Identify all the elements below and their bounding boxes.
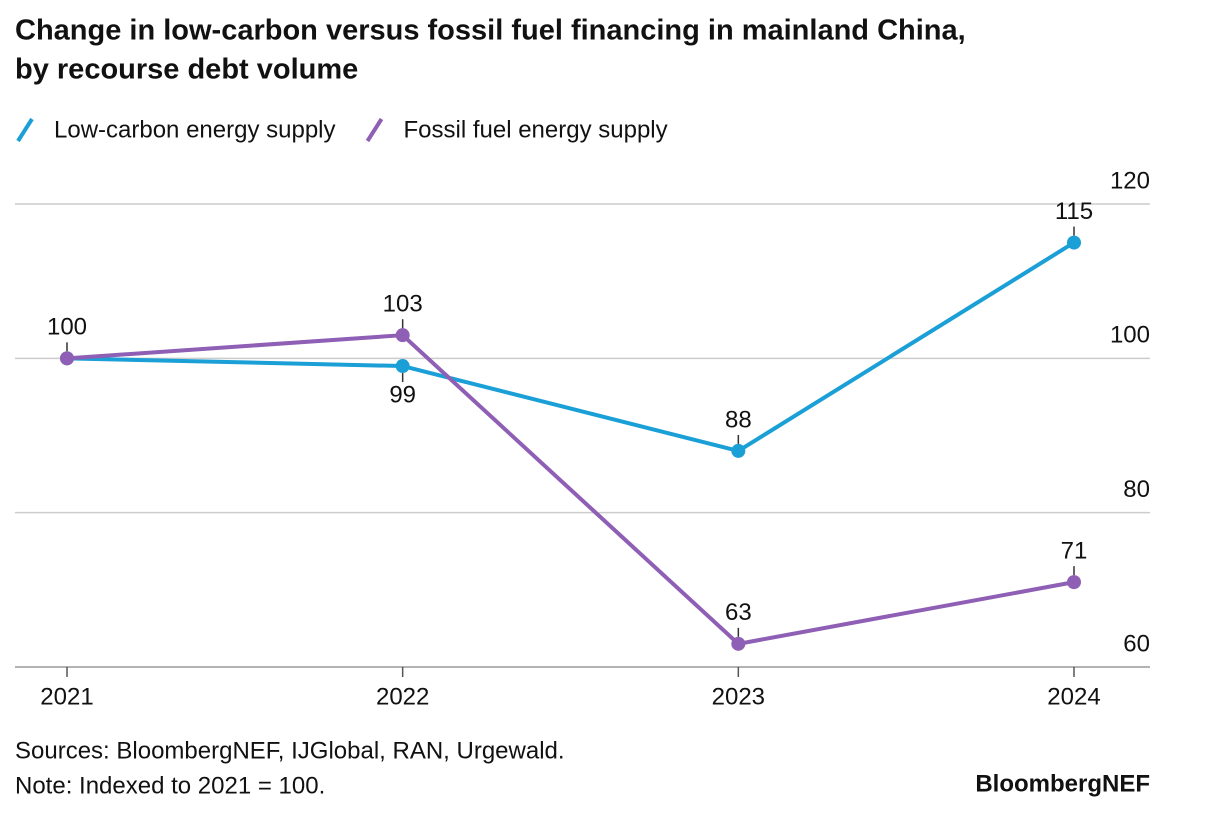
- data-label: 103: [383, 291, 423, 318]
- data-label: 71: [1061, 537, 1088, 564]
- point: [1067, 235, 1081, 250]
- data-label: 100: [47, 314, 87, 341]
- point: [731, 443, 746, 458]
- y-tick-label: 60: [1123, 630, 1150, 657]
- x-tick-label: 2023: [712, 683, 765, 710]
- legend-label: Fossil fuel energy supply: [404, 116, 668, 143]
- chart-title: Change in low-carbon versus fossil fuel …: [15, 15, 966, 47]
- series-line: [66, 240, 1076, 453]
- legend-swatch: [16, 117, 34, 143]
- point: [395, 359, 410, 374]
- point: [395, 328, 410, 343]
- data-label: 115: [1055, 198, 1093, 225]
- y-tick-label: 80: [1123, 476, 1150, 503]
- point: [731, 636, 746, 651]
- legend-swatch: [365, 117, 384, 143]
- y-tick-label: 100: [1110, 322, 1150, 349]
- point: [60, 351, 74, 366]
- point: [1067, 575, 1081, 590]
- data-label: 99: [389, 381, 416, 408]
- data-label: 63: [725, 599, 752, 626]
- x-tick-label: 2022: [376, 683, 429, 710]
- sources: Sources: BloombergNEF, IJGlobal, RAN, Ur…: [15, 737, 565, 764]
- series-line: [66, 333, 1075, 646]
- x-tick-label: 2021: [40, 683, 93, 710]
- chart-subtitle: by recourse debt volume: [15, 54, 358, 86]
- y-tick-label: 120: [1110, 167, 1150, 194]
- data-label: 88: [725, 406, 752, 433]
- legend-label: Low-carbon energy supply: [54, 116, 336, 143]
- x-tick-label: 2024: [1047, 683, 1100, 710]
- note: Note: Indexed to 2021 = 100.: [15, 772, 325, 799]
- brand: BloombergNEF: [975, 770, 1150, 797]
